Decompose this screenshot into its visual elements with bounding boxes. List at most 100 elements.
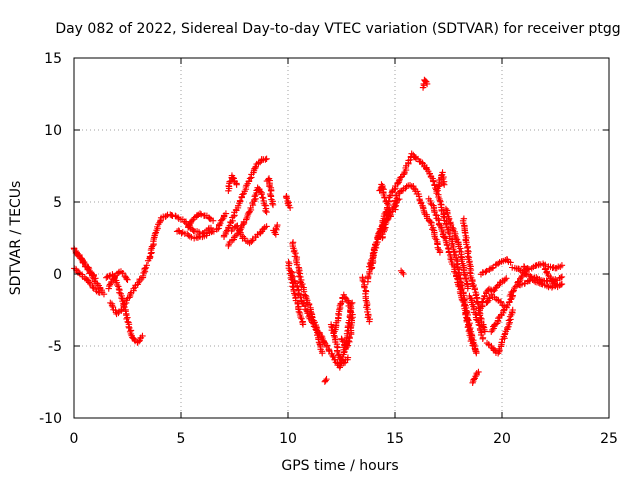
data-point	[274, 221, 281, 229]
data-point	[259, 194, 266, 201]
y-tick-label: 5	[53, 195, 62, 211]
data-point	[462, 311, 469, 318]
data-point	[455, 282, 462, 290]
data-point	[109, 276, 117, 283]
y-axis-label: SDTVAR / TECUs	[8, 181, 24, 296]
data-point	[503, 275, 510, 282]
data-point	[299, 321, 307, 328]
data-point	[370, 250, 377, 257]
data-point	[440, 180, 447, 187]
data-point	[375, 231, 383, 239]
data-point	[507, 259, 514, 266]
data-point	[461, 271, 468, 278]
data-point	[457, 245, 464, 252]
data-point	[337, 355, 344, 362]
data-point	[239, 191, 246, 198]
x-tick-label: 5	[177, 431, 186, 447]
data-point	[558, 280, 566, 288]
data-point	[262, 207, 269, 214]
data-point	[295, 273, 303, 280]
data-point	[305, 301, 313, 309]
data-point	[330, 332, 338, 339]
data-point	[361, 284, 368, 291]
data-point	[430, 178, 437, 185]
data-point	[123, 275, 130, 283]
data-point	[338, 336, 346, 343]
data-point	[215, 225, 222, 232]
data-point	[495, 315, 502, 322]
data-point	[391, 203, 399, 210]
data-point	[463, 318, 471, 326]
data-point	[349, 314, 356, 321]
data-point	[366, 318, 373, 325]
data-point	[475, 321, 483, 328]
data-point	[196, 210, 204, 217]
data-point	[295, 308, 303, 316]
data-point	[222, 210, 230, 217]
data-point	[558, 273, 566, 281]
data-point	[444, 210, 451, 218]
data-point	[509, 288, 517, 295]
data-point	[472, 373, 479, 380]
data-point	[441, 181, 448, 188]
y-tick-label: -10	[39, 411, 62, 427]
data-point	[229, 174, 237, 181]
data-point	[116, 289, 123, 296]
data-point	[298, 315, 305, 322]
data-point	[139, 272, 147, 280]
data-point	[459, 297, 466, 304]
x-tick-label: 25	[600, 431, 618, 447]
data-point	[168, 211, 175, 219]
data-point	[397, 174, 404, 181]
data-point	[488, 265, 496, 272]
data-point	[509, 306, 516, 314]
data-point	[108, 302, 116, 309]
data-point	[309, 314, 316, 321]
data-point	[106, 281, 114, 288]
data-point	[447, 255, 454, 263]
data-point	[289, 283, 296, 290]
data-point	[344, 298, 352, 306]
data-point	[381, 225, 388, 232]
data-point	[263, 223, 270, 230]
data-point	[387, 192, 394, 199]
data-point	[162, 212, 170, 220]
data-point	[470, 281, 477, 289]
data-point	[372, 244, 380, 251]
data-point	[457, 253, 465, 260]
data-point	[464, 285, 471, 292]
y-tick-label: -5	[48, 339, 62, 355]
data-point	[558, 262, 566, 269]
data-point	[449, 224, 456, 231]
data-point	[451, 268, 458, 275]
data-point	[257, 229, 264, 236]
data-point	[472, 311, 479, 318]
data-point	[381, 194, 388, 202]
data-point	[396, 188, 404, 195]
data-point	[269, 201, 277, 209]
data-point	[518, 274, 525, 281]
data-point	[262, 156, 269, 163]
data-point	[85, 279, 93, 286]
data-point	[436, 249, 444, 256]
data-point	[290, 248, 298, 255]
data-point	[443, 242, 451, 249]
data-point	[473, 348, 480, 355]
data-point	[263, 208, 270, 216]
data-point	[415, 193, 423, 200]
data-point	[257, 188, 264, 195]
data-point	[123, 315, 130, 323]
y-tick-label: 15	[44, 51, 62, 67]
data-point	[435, 246, 442, 253]
data-point	[302, 292, 309, 299]
data-point	[322, 377, 329, 384]
data-point	[286, 204, 294, 211]
data-point	[475, 368, 482, 376]
data-point	[494, 260, 502, 267]
data-point	[471, 342, 478, 350]
data-point	[92, 275, 99, 282]
data-point	[382, 221, 389, 228]
data-point	[126, 294, 133, 301]
